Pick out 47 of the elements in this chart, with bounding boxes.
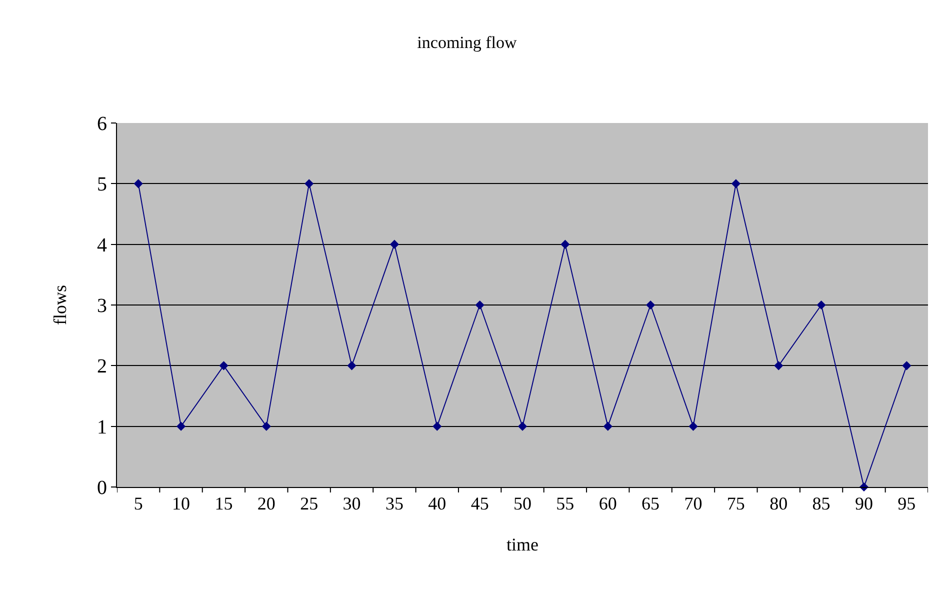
x-tick-label: 95 [898, 494, 916, 514]
x-axis-title: time [506, 534, 539, 555]
y-tick-label: 6 [97, 113, 107, 135]
x-tick-label: 30 [342, 494, 361, 514]
y-tick-label: 3 [97, 295, 107, 317]
chart-title: incoming flow [417, 33, 518, 52]
point [603, 422, 612, 431]
y-tick-label: 0 [97, 477, 107, 499]
y-tick-label: 1 [97, 416, 107, 438]
x-tick-label: 15 [214, 494, 233, 514]
point [560, 240, 570, 249]
point [731, 179, 740, 188]
x-tick-label: 10 [172, 494, 190, 514]
point [774, 361, 784, 370]
x-tick-label: 80 [770, 494, 788, 514]
x-tick-label: 45 [470, 494, 489, 514]
x-tick-label: 60 [598, 494, 617, 514]
y-tick-label: 4 [97, 234, 107, 256]
x-tick-label: 65 [642, 494, 660, 514]
x-tick-label: 75 [726, 494, 745, 514]
y-axis-title: flows [50, 285, 70, 325]
point [432, 422, 442, 431]
y-tick-label: 2 [97, 356, 107, 378]
point [816, 300, 826, 310]
point [347, 361, 356, 370]
y-tick-label: 5 [97, 174, 107, 196]
x-tick-label: 25 [300, 494, 318, 514]
point [475, 300, 484, 310]
point [688, 422, 698, 431]
point [390, 240, 399, 249]
point [176, 422, 186, 431]
point [134, 179, 143, 188]
x-tick-label: 90 [854, 494, 873, 514]
point [646, 300, 656, 310]
x-tick-label: 20 [257, 494, 276, 514]
x-tick-label: 70 [684, 494, 702, 514]
x-tick-label: 40 [428, 494, 446, 514]
x-tick-label: 50 [514, 494, 532, 514]
x-tick-label: 85 [812, 494, 830, 514]
point [902, 361, 912, 370]
x-tick-label: 35 [385, 494, 404, 514]
point [518, 422, 528, 431]
point [219, 361, 228, 370]
x-tick-label: 55 [556, 494, 574, 514]
x-tick-label: 5 [134, 494, 143, 514]
point [304, 179, 314, 188]
point [262, 422, 271, 431]
